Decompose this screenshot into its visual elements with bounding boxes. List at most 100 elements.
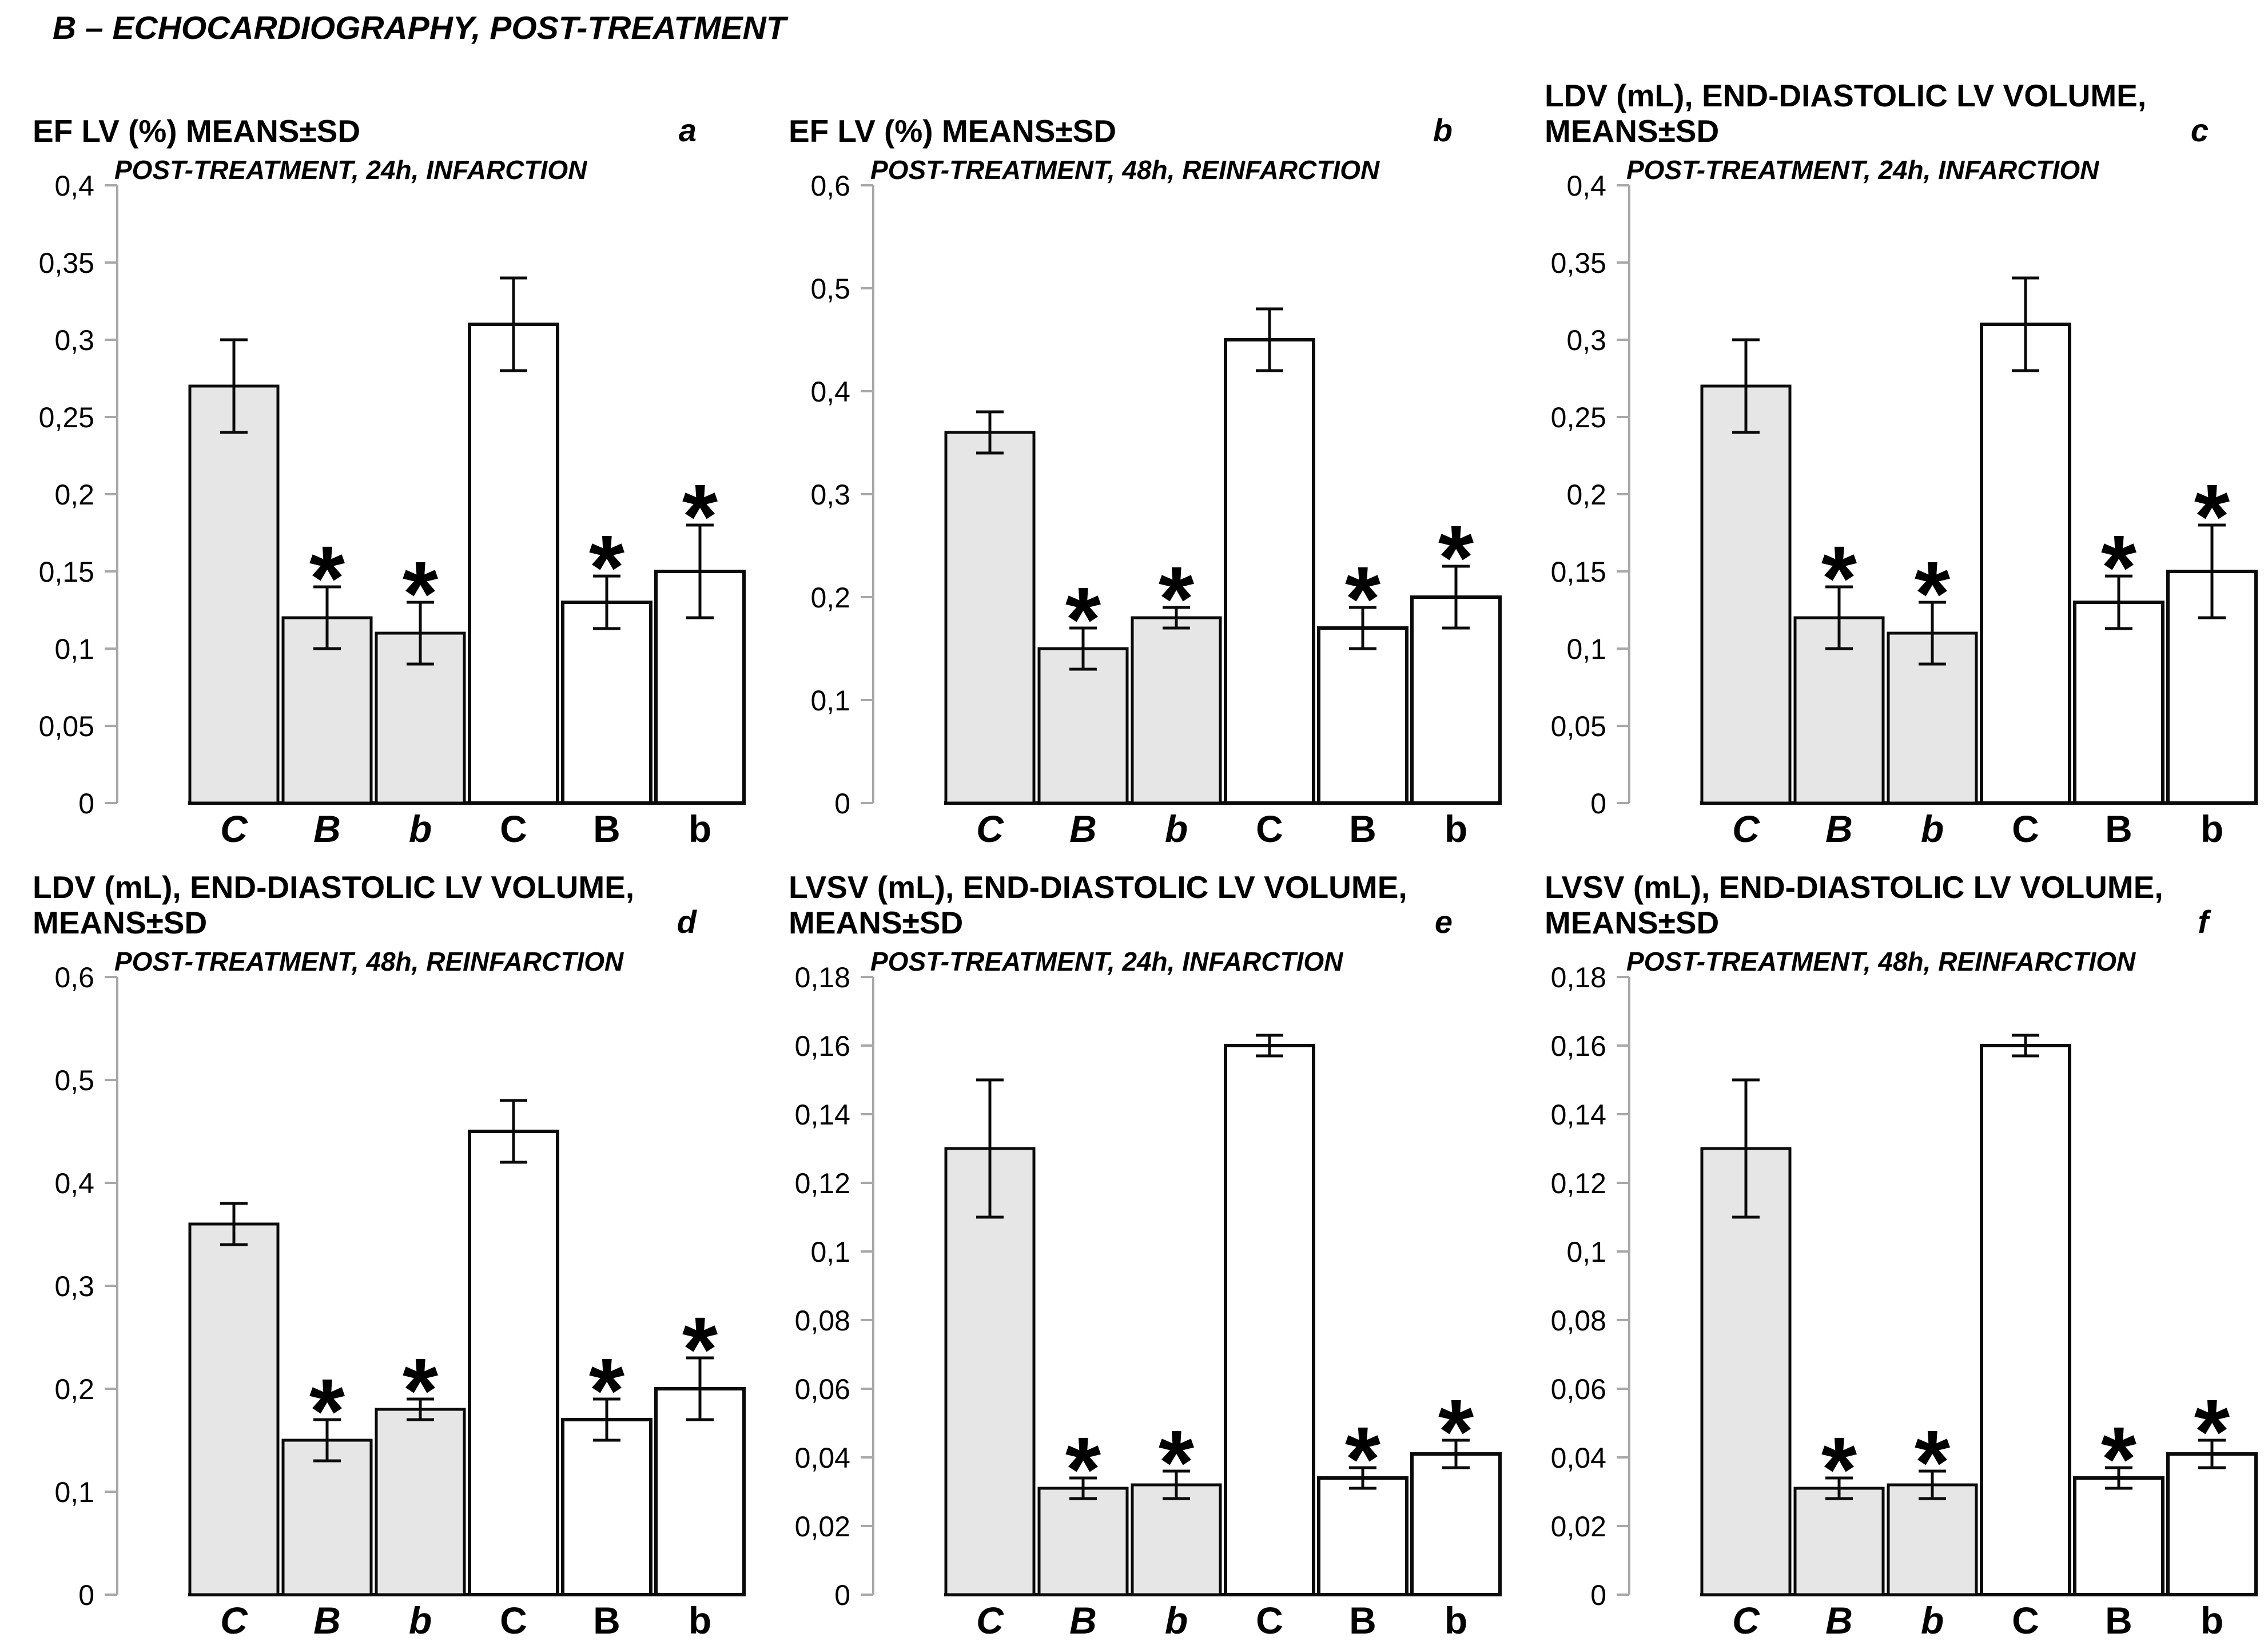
y-tick-label: 0,12 bbox=[795, 1167, 850, 1199]
y-tick-label: 0,6 bbox=[54, 961, 94, 994]
y-tick-label: 0 bbox=[78, 788, 94, 820]
significance-asterisk: * bbox=[309, 1360, 345, 1462]
bar-C-0 bbox=[188, 1222, 280, 1596]
y-tick-label: 0,05 bbox=[1551, 710, 1606, 742]
panel-b-letter: b bbox=[1433, 112, 1453, 148]
x-category-label: C bbox=[1732, 808, 1760, 850]
bar-C-3 bbox=[1980, 1044, 2071, 1596]
bar-b-5 bbox=[2166, 1452, 2258, 1596]
significance-asterisk: * bbox=[309, 527, 345, 629]
y-tick-label: 0,3 bbox=[810, 479, 850, 511]
figure-header: B – ECHOCARDIOGRAPHY, POST-TREATMENT bbox=[53, 10, 786, 46]
y-tick-label: 0,3 bbox=[1566, 324, 1606, 356]
x-category-label: b bbox=[1165, 808, 1188, 850]
bar-chart-c: 0 0,05 0,1 0,15 0,2 0,25 0,3 0,35 0,4 C * B * b C * B * b bbox=[1551, 170, 2258, 850]
significance-asterisk: * bbox=[1065, 568, 1101, 670]
bar-chart-b: 0 0,1 0,2 0,3 0,4 0,5 0,6 C * B * b C * B * b bbox=[810, 170, 1502, 850]
y-tick-label: 0,4 bbox=[54, 1167, 94, 1199]
bar-C-0 bbox=[944, 431, 1036, 805]
panel-a-subtitle: POST-TREATMENT, 24h, INFARCTION bbox=[114, 155, 587, 185]
panel-b-title: EF LV (%) MEANS±SD bbox=[789, 113, 1117, 149]
y-tick-label: 0,3 bbox=[54, 1270, 94, 1302]
x-category-label: b bbox=[409, 1599, 432, 1642]
y-tick-label: 0,16 bbox=[1551, 1030, 1606, 1062]
bar-B-4 bbox=[1317, 626, 1408, 805]
panel-c-subtitle: POST-TREATMENT, 24h, INFARCTION bbox=[1626, 155, 2099, 185]
y-tick-label: 0,15 bbox=[1551, 556, 1606, 588]
y-tick-label: 0,35 bbox=[1551, 247, 1606, 279]
bar-b-2 bbox=[1887, 1483, 1978, 1596]
panel-d-subtitle: POST-TREATMENT, 48h, REINFARCTION bbox=[114, 947, 624, 976]
x-category-label: C bbox=[976, 808, 1004, 850]
panel-e-subtitle: POST-TREATMENT, 24h, INFARCTION bbox=[870, 947, 1343, 976]
chart-panel-f: LVSV (mL), END-DIASTOLIC LV VOLUME, MEAN… bbox=[1512, 856, 2268, 1647]
bar-B-4 bbox=[1317, 1476, 1408, 1596]
y-tick-label: 0,2 bbox=[54, 1373, 94, 1405]
panel-c-title: LDV (mL), END-DIASTOLIC LV VOLUME, MEANS… bbox=[1545, 77, 2147, 149]
significance-asterisk: * bbox=[1345, 1408, 1381, 1510]
panel-f-title: LVSV (mL), END-DIASTOLIC LV VOLUME, MEAN… bbox=[1545, 869, 2163, 940]
significance-asterisk: * bbox=[1915, 542, 1951, 645]
y-tick-label: 0,3 bbox=[54, 324, 94, 356]
x-category-label: C bbox=[1732, 1599, 1760, 1642]
significance-asterisk: * bbox=[2194, 465, 2230, 567]
y-tick-label: 0,2 bbox=[54, 479, 94, 511]
x-category-label: C bbox=[1256, 808, 1283, 850]
significance-asterisk: * bbox=[2101, 516, 2137, 618]
significance-asterisk: * bbox=[1159, 1411, 1195, 1513]
panel-d-title: LDV (mL), END-DIASTOLIC LV VOLUME, MEANS… bbox=[33, 869, 635, 940]
bar-C-3 bbox=[468, 1130, 559, 1596]
x-category-label: B bbox=[1349, 1599, 1376, 1642]
y-tick-label: 0,35 bbox=[39, 247, 94, 279]
y-tick-label: 0,1 bbox=[810, 1236, 850, 1268]
significance-asterisk: * bbox=[682, 1298, 718, 1400]
panel-d-chart-area: POST-TREATMENT, 48h, REINFARCTION 0 0,1 0,… bbox=[0, 943, 756, 1647]
x-category-label: b bbox=[1445, 808, 1467, 850]
x-category-label: b bbox=[2201, 1599, 2223, 1642]
x-category-label: C bbox=[2012, 808, 2039, 850]
panel-c-header: LDV (mL), END-DIASTOLIC LV VOLUME, MEANS… bbox=[1512, 64, 2268, 151]
y-tick-label: 0,5 bbox=[810, 273, 850, 305]
y-tick-label: 0,18 bbox=[795, 961, 850, 994]
bar-C-3 bbox=[468, 323, 559, 805]
bar-C-0 bbox=[188, 384, 280, 805]
x-category-label: C bbox=[1256, 1599, 1283, 1642]
x-category-label: C bbox=[500, 808, 527, 850]
x-category-label: C bbox=[220, 808, 248, 850]
significance-asterisk: * bbox=[1438, 1380, 1474, 1483]
bar-b-5 bbox=[1410, 595, 1502, 805]
y-tick-label: 0,4 bbox=[810, 376, 850, 408]
significance-asterisk: * bbox=[2194, 1380, 2230, 1483]
panel-c-letter: c bbox=[2190, 112, 2209, 148]
bar-b-2 bbox=[375, 631, 466, 805]
significance-asterisk: * bbox=[403, 542, 439, 645]
y-tick-label: 0,1 bbox=[1566, 633, 1606, 665]
bar-C-3 bbox=[1980, 323, 2071, 805]
y-tick-label: 0,12 bbox=[1551, 1167, 1606, 1199]
x-category-label: B bbox=[313, 808, 341, 850]
panel-e-header: LVSV (mL), END-DIASTOLIC LV VOLUME, MEAN… bbox=[756, 856, 1512, 943]
y-tick-label: 0,5 bbox=[54, 1064, 94, 1096]
y-tick-label: 0,06 bbox=[1551, 1373, 1606, 1405]
panel-e-title: LVSV (mL), END-DIASTOLIC LV VOLUME, MEAN… bbox=[789, 869, 1407, 940]
x-category-label: b bbox=[409, 808, 432, 850]
panel-b-chart-area: POST-TREATMENT, 48h, REINFARCTION 0 0,1 0,… bbox=[756, 151, 1512, 856]
bar-chart-a: 0 0,05 0,1 0,15 0,2 0,25 0,3 0,35 0,4 C * B * b C * B * b bbox=[39, 170, 746, 850]
significance-asterisk: * bbox=[1065, 1418, 1101, 1520]
x-category-label: b bbox=[2201, 808, 2223, 850]
panel-b-subtitle: POST-TREATMENT, 48h, REINFARCTION bbox=[870, 155, 1380, 185]
y-tick-label: 0,4 bbox=[54, 170, 94, 202]
significance-asterisk: * bbox=[589, 516, 625, 618]
x-category-label: B bbox=[593, 1599, 620, 1642]
panel-d-header: LDV (mL), END-DIASTOLIC LV VOLUME, MEANS… bbox=[0, 856, 756, 943]
y-tick-label: 0,02 bbox=[795, 1511, 850, 1543]
panel-f-letter: f bbox=[2198, 904, 2209, 940]
significance-asterisk: * bbox=[1438, 506, 1474, 609]
y-tick-label: 0,08 bbox=[1551, 1305, 1606, 1337]
y-tick-label: 0,6 bbox=[810, 170, 850, 202]
bar-chart-d: 0 0,1 0,2 0,3 0,4 0,5 0,6 C * B * b C * B * b bbox=[54, 961, 746, 1642]
y-tick-label: 0,25 bbox=[39, 402, 94, 434]
significance-asterisk: * bbox=[1159, 547, 1195, 650]
y-tick-label: 0,1 bbox=[810, 685, 850, 717]
chart-panel-b: EF LV (%) MEANS±SD b POST-TREATMENT, 48h… bbox=[756, 64, 1512, 856]
